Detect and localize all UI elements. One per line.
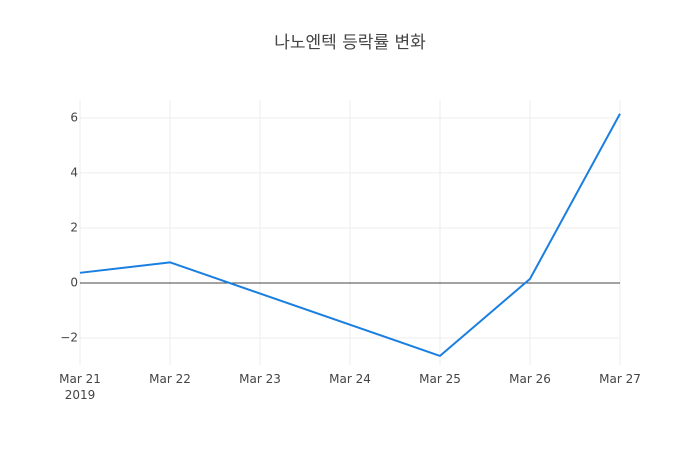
y-tick-label: −2: [60, 331, 78, 345]
x-tick-label: Mar 26: [509, 372, 551, 386]
y-tick-label: 6: [70, 110, 78, 124]
x-tick-label: Mar 23: [239, 372, 281, 386]
y-tick-label: 4: [70, 165, 78, 179]
x-tick-label: Mar 21 2019: [59, 372, 101, 402]
x-tick-label: Mar 25: [419, 372, 461, 386]
plot: [79, 113, 621, 357]
y-tick-label: 0: [70, 275, 78, 289]
line: [79, 113, 621, 357]
grid: [79, 100, 621, 365]
chart-title: 나노엔텍 등락률 변화: [274, 33, 426, 53]
y-tick-label: 2: [70, 220, 78, 234]
x-tick-label: Mar 24: [329, 372, 371, 386]
x-tick-label: Mar 22: [149, 372, 191, 386]
x-tick-label: Mar 27: [599, 372, 641, 386]
